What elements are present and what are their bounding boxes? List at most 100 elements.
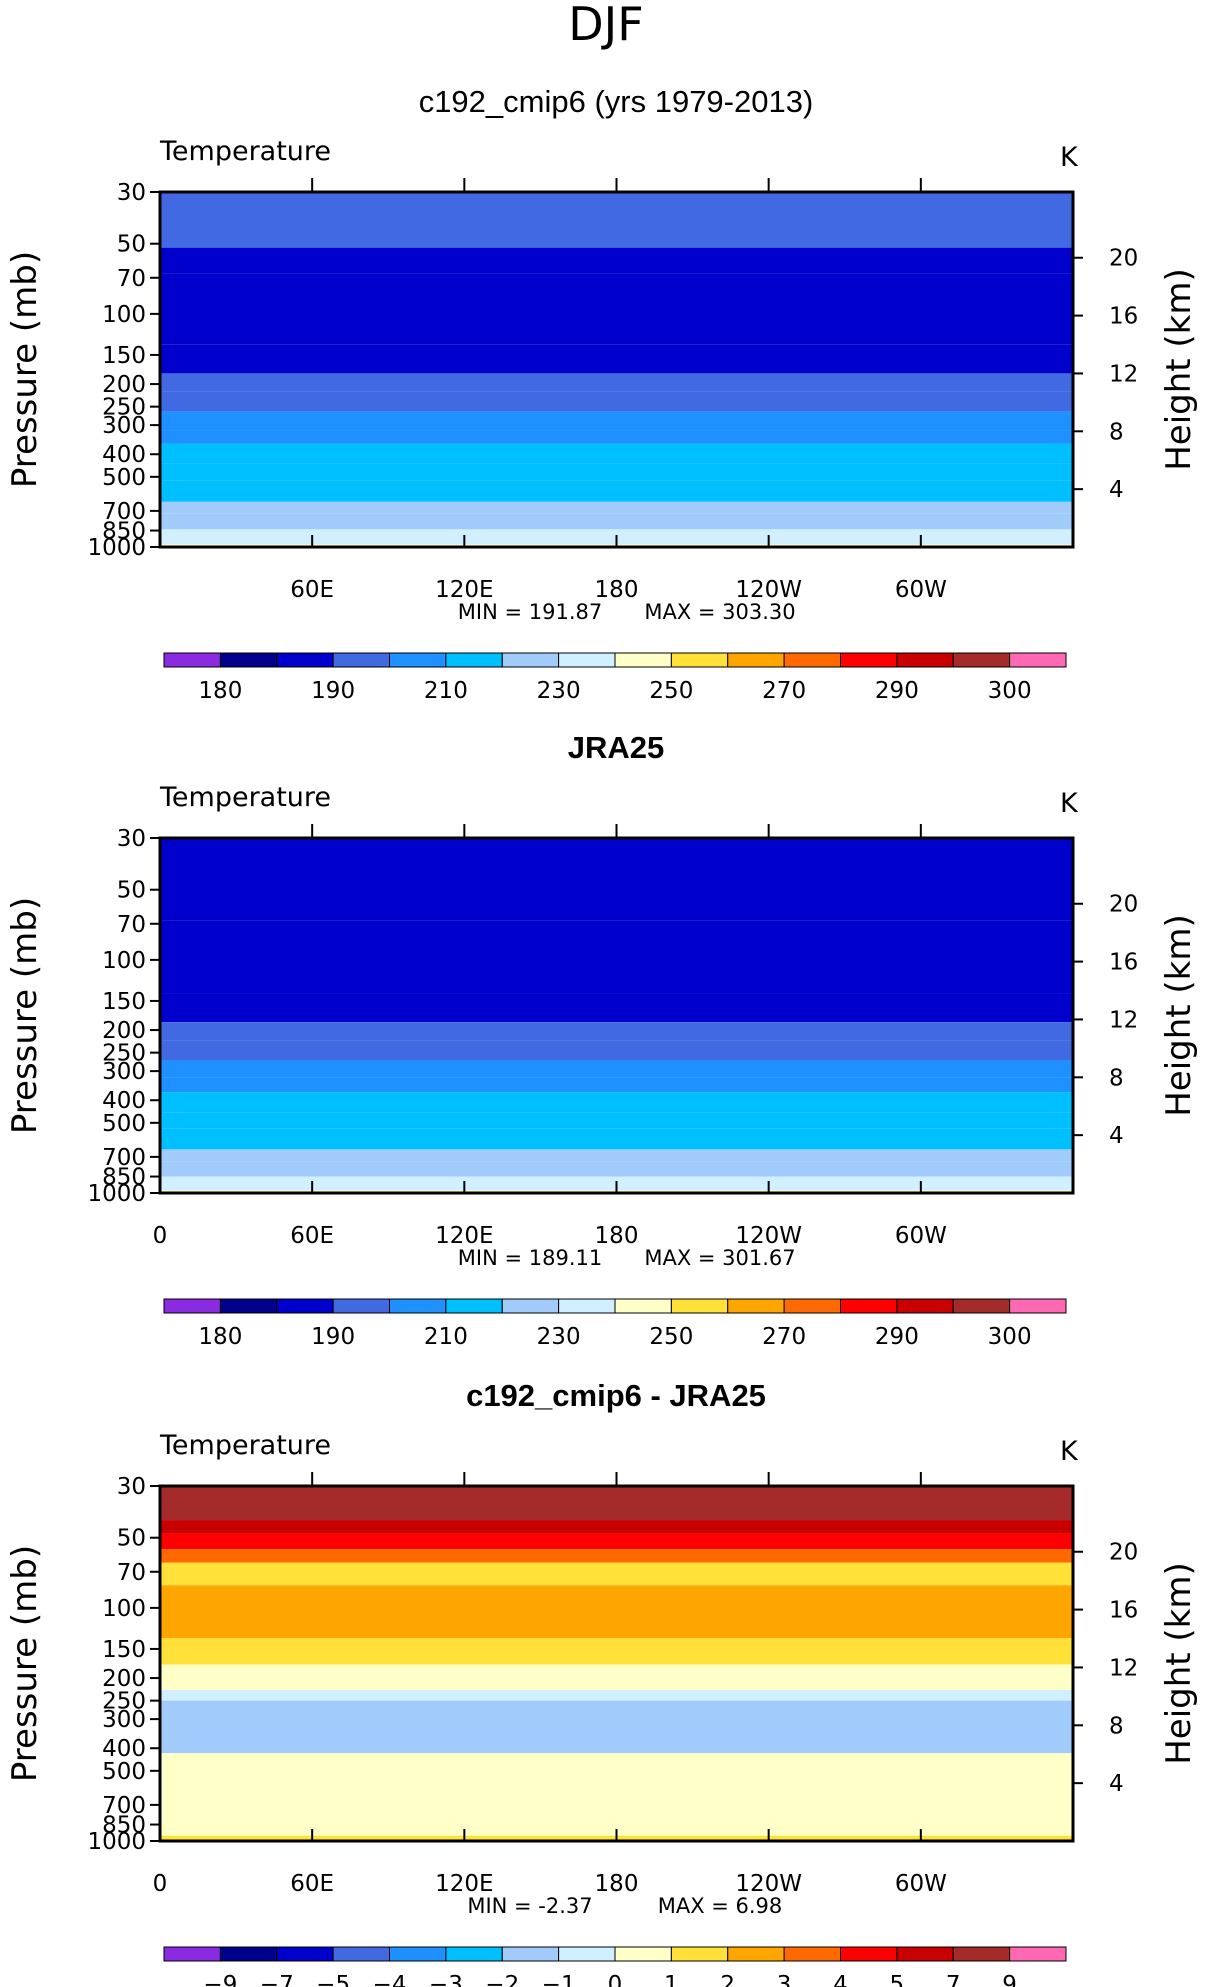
height-tick-label: 12 (1109, 1655, 1138, 1681)
units-label: K (1060, 1436, 1079, 1467)
contour-band (160, 1161, 1073, 1177)
y-axis-title-right: Height (km) (1159, 268, 1199, 471)
panel-title: c192_cmip6 - JRA25 (466, 1378, 766, 1413)
colorbar-label: −5 (316, 1972, 350, 1987)
contour-band (160, 1664, 1073, 1690)
colorbar-label: 250 (649, 678, 693, 704)
colorbar-label: 190 (311, 678, 355, 704)
y-tick-label: 250 (102, 1689, 146, 1715)
variable-label: Temperature (159, 1430, 331, 1461)
y-tick-label: 1000 (87, 1829, 146, 1855)
colorbar-box (840, 652, 898, 668)
y-axis-title: Pressure (mb) (5, 897, 45, 1134)
colorbar-box (1009, 1298, 1067, 1314)
colorbar-box (840, 1946, 898, 1962)
contour-band (160, 273, 1073, 345)
colorbar-label: −4 (373, 1972, 407, 1987)
y-tick-label: 30 (117, 1474, 146, 1500)
y-tick-label: 200 (102, 1018, 146, 1044)
colorbar-label: 190 (311, 1324, 355, 1350)
colorbar-box (952, 1946, 1011, 1962)
colorbar-box (163, 1298, 221, 1314)
contour-band (160, 1700, 1073, 1754)
contour-band (160, 1689, 1073, 1701)
colorbar-box (219, 1946, 278, 1962)
colorbar-box (727, 1298, 785, 1314)
x-tick-label: 0 (153, 1223, 168, 1249)
max-label: MAX = 303.30 (644, 600, 795, 624)
colorbar-label: 210 (424, 678, 468, 704)
colorbar-label: 300 (988, 678, 1032, 704)
colorbar-label: 270 (762, 1324, 806, 1350)
colorbar-box (276, 1298, 334, 1314)
colorbar-label: 210 (424, 1324, 468, 1350)
height-tick-label: 20 (1109, 1540, 1138, 1566)
y-tick-label: 200 (102, 1666, 146, 1692)
colorbar-label: 180 (198, 678, 242, 704)
y-axis-title: Pressure (mb) (5, 1545, 45, 1782)
y-axis-title-right: Height (km) (1159, 914, 1199, 1117)
colorbar-box (501, 652, 560, 668)
colorbar-box (445, 1298, 503, 1314)
min-label: MIN = 191.87 (458, 600, 602, 624)
colorbar-box (614, 1298, 672, 1314)
panel-title: JRA25 (568, 730, 665, 765)
y-tick-label: 70 (117, 1560, 146, 1586)
contour-band (160, 1520, 1073, 1534)
height-tick-label: 20 (1109, 246, 1138, 272)
x-tick-label: 120W (735, 1871, 802, 1897)
y-tick-label: 70 (117, 266, 146, 292)
colorbar-box (783, 1298, 841, 1314)
contour-band (160, 1149, 1073, 1162)
y-tick-label: 150 (102, 1637, 146, 1663)
y-tick-label: 150 (102, 343, 146, 369)
colorbar-box (1009, 1946, 1067, 1962)
y-tick-label: 700 (102, 1145, 146, 1171)
y-axis-title: Pressure (mb) (5, 251, 45, 488)
colorbar-label: 9 (1002, 1972, 1017, 1987)
panel-1: c192_cmip6 (yrs 1979-2013) Temperature K 30… (5, 84, 1199, 704)
colorbar-box (1009, 652, 1067, 668)
colorbar-box (670, 1946, 729, 1962)
y-tick-label: 400 (102, 442, 146, 468)
x-tick-label: 60E (290, 1223, 334, 1249)
x-tick-label: 180 (595, 577, 639, 603)
colorbar-box (445, 652, 503, 668)
figure-title: DJF (568, 0, 643, 51)
colorbar-box (501, 1946, 560, 1962)
height-tick-label: 20 (1109, 892, 1138, 918)
y-tick-label: 50 (117, 1526, 146, 1552)
colorbar-box (219, 652, 278, 668)
colorbar-label: 1 (664, 1972, 679, 1987)
colorbar-box (952, 1298, 1011, 1314)
y-tick-label: 300 (102, 413, 146, 439)
y-tick-label: 100 (102, 302, 146, 328)
colorbar-box (558, 652, 616, 668)
colorbar-box (332, 652, 390, 668)
contour-band (160, 443, 1073, 464)
colorbar-box (896, 1298, 954, 1314)
contour-band (160, 1077, 1073, 1093)
contour-band (160, 430, 1073, 444)
colorbar-box (727, 652, 785, 668)
contour-band (160, 391, 1073, 412)
x-tick-label: 180 (595, 1871, 639, 1897)
y-tick-label: 300 (102, 1059, 146, 1085)
colorbar-label: 250 (649, 1324, 693, 1350)
colorbar-box (389, 1298, 447, 1314)
colorbar-box (840, 1298, 898, 1314)
y-tick-label: 150 (102, 989, 146, 1015)
colorbar-box (276, 652, 334, 668)
colorbar-label: 2 (720, 1972, 735, 1987)
colorbar-label: 7 (946, 1972, 961, 1987)
y-tick-label: 300 (102, 1707, 146, 1733)
y-tick-label: 850 (102, 1813, 146, 1839)
y-tick-label: 100 (102, 1596, 146, 1622)
colorbar-box (783, 1946, 841, 1962)
y-tick-label: 400 (102, 1088, 146, 1114)
colorbar-label: 230 (537, 1324, 581, 1350)
contour-band (160, 529, 1073, 539)
colorbar-box (389, 1946, 447, 1962)
contour-band (160, 247, 1073, 274)
